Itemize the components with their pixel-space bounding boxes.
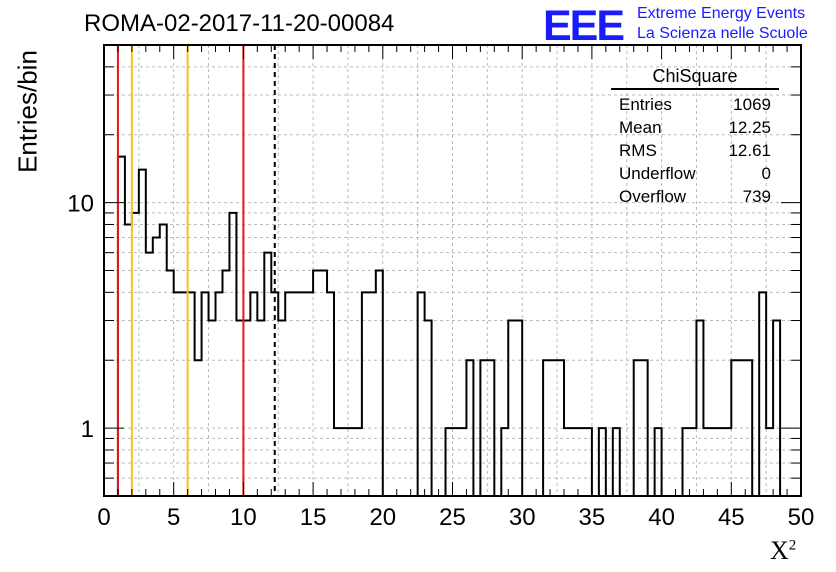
stats-value: 12.61 [728,141,771,160]
stats-row-entries: Entries 1069 [611,93,779,116]
eee-logo: EEE [543,2,625,50]
stats-row-rms: RMS 12.61 [611,139,779,162]
x-tick-label: 15 [300,504,327,531]
stats-value: 12.25 [728,118,771,137]
x-tick-label: 45 [718,504,745,531]
chart-title: ROMA-02-2017-11-20-00084 [84,10,395,37]
stats-label: Mean [619,118,662,137]
x-tick-label: 0 [97,504,110,531]
stats-value: 739 [742,187,771,206]
stats-row-overflow: Overflow 739 [611,185,779,208]
x-tick-label: 35 [579,504,606,531]
stats-title: ChiSquare [611,66,779,90]
x-axis-label: X2 [770,536,797,565]
stats-row-mean: Mean 12.25 [611,116,779,139]
x-tick-label: 50 [788,504,815,531]
stats-label: Entries [619,95,672,114]
y-tick-label: 10 [67,191,94,218]
stats-row-underflow: Underflow 0 [611,162,779,185]
x-tick-label: 5 [167,504,180,531]
x-tick-label: 40 [648,504,675,531]
x-tick-label: 30 [509,504,536,531]
stats-value: 1069 [733,95,771,114]
y-tick-label: 1 [81,416,94,443]
x-tick-label: 20 [369,504,396,531]
x-tick-label: 10 [230,504,257,531]
stats-label: Overflow [619,187,687,206]
stats-box: ChiSquare Entries 1069 Mean 12.25 RMS 12… [611,66,779,208]
stats-value: 0 [761,164,771,183]
y-axis-label: Entries/bin [12,50,43,173]
stats-label: Underflow [619,164,696,183]
x-tick-label: 25 [439,504,466,531]
stats-label: RMS [619,141,657,160]
logo-text-line2: La Scienza nelle Scuole [637,25,808,42]
logo-text-line1: Extreme Energy Events [637,5,806,22]
